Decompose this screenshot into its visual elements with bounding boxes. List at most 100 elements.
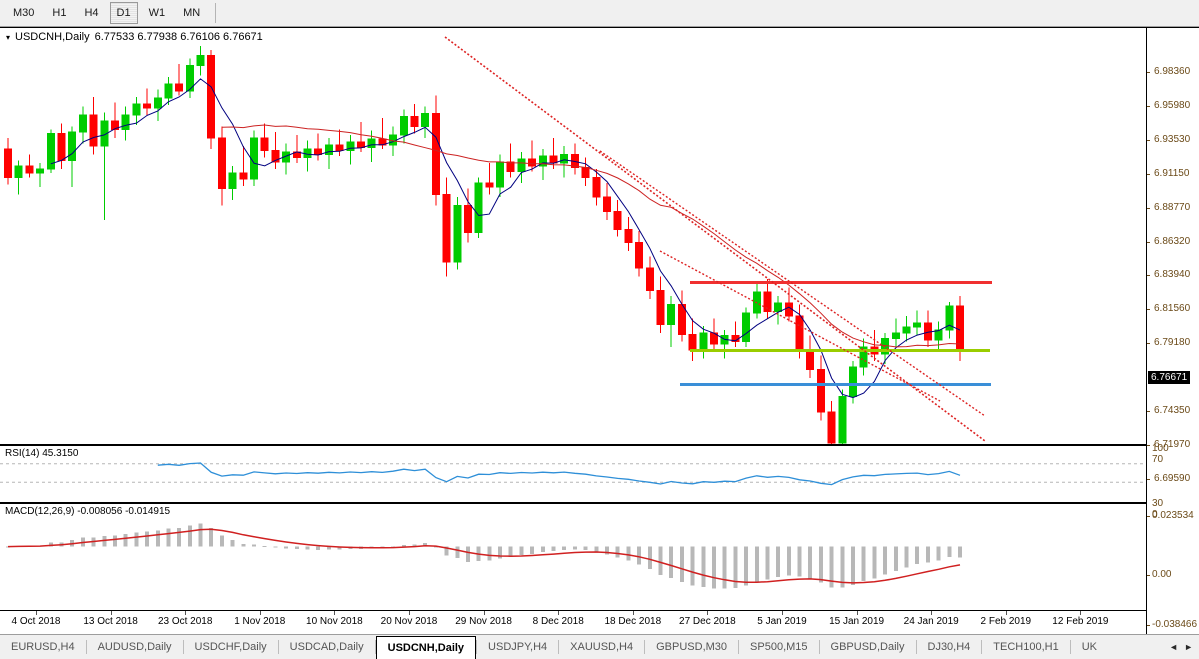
price-plot: [0, 28, 1146, 444]
symbol-tab-dj30-h4[interactable]: DJ30,H4: [927, 641, 971, 653]
time-axis-label: 8 Dec 2018: [532, 616, 584, 627]
price-panel[interactable]: ▾ USDCNH,Daily 6.77533 6.77938 6.76106 6…: [0, 28, 1146, 445]
macd-axis-tick: [1147, 625, 1150, 626]
toolbar-divider: [215, 3, 217, 23]
time-axis-tick: [558, 611, 560, 615]
current-price-tag: 6.76671: [1148, 371, 1191, 385]
tab-divider: [558, 640, 560, 654]
rsi-axis-label: 70: [1152, 454, 1164, 465]
price-axis-tick: [1147, 411, 1150, 412]
symbol-tab-usdjpy-h4[interactable]: USDJPY,H4: [488, 641, 548, 653]
price-axis-tick: [1147, 139, 1150, 141]
price-axis-label: 6.71970: [1154, 438, 1191, 450]
candlestick-svg: [4, 36, 992, 444]
time-axis-tick: [931, 611, 933, 615]
timeframe-button-h4[interactable]: H4: [84, 7, 99, 19]
symbol-tab-bar: EURUSD,H4 AUDUSD,Daily USDCHF,Daily USDCAD,…: [0, 634, 1199, 659]
symbol-tab-usdcnh-daily[interactable]: USDCNH,Daily: [375, 636, 477, 659]
macd-panel[interactable]: MACD(12,26,9) -0.008056 -0.014915: [0, 503, 1146, 611]
symbol-tab-usdcad-daily[interactable]: USDCAD,Daily: [289, 641, 364, 653]
time-axis-label: 10 Nov 2018: [306, 616, 363, 627]
time-axis-label: 15 Jan 2019: [829, 616, 885, 627]
price-axis-tick: [1147, 105, 1150, 107]
macd-axis-tick: [1147, 516, 1150, 517]
price-axis-label: 6.93530: [1154, 133, 1191, 145]
price-axis-tick: [1147, 241, 1150, 243]
tab-divider: [644, 640, 646, 654]
time-axis-tick: [632, 611, 634, 615]
time-scale[interactable]: 4 Oct 2018 13 Oct 2018 23 Oct 2018 1 Nov 20…: [0, 611, 1146, 635]
time-axis-tick: [409, 611, 410, 615]
chart-area: ▾ USDCNH,Daily 6.77533 6.77938 6.76106 6…: [0, 27, 1199, 635]
price-axis-label: 6.86320: [1154, 235, 1191, 247]
timeframe-button-mn[interactable]: MN: [183, 7, 201, 19]
symbol-tab-tech100-h1[interactable]: TECH100,H1: [993, 641, 1059, 653]
time-axis-label: 12 Feb 2019: [1052, 616, 1109, 627]
rsi-legend: RSI(14) 45.3150: [5, 448, 79, 459]
rsi-axis-label: 0: [1152, 509, 1158, 520]
time-axis-tick: [185, 611, 187, 615]
timeframe-toolbar: M30 H1 H4 D1 W1 MN: [0, 0, 1199, 27]
symbol-tab-eurusd-h4[interactable]: EURUSD,H4: [11, 641, 75, 653]
tab-divider: [1069, 640, 1071, 654]
price-axis-tick: [1147, 207, 1150, 209]
symbol-tab-audusd-daily[interactable]: AUDUSD,Daily: [97, 641, 172, 653]
time-axis-tick: [782, 611, 783, 615]
macd-axis-tick: [1147, 575, 1150, 576]
time-axis-tick: [856, 611, 858, 615]
price-axis-label: 6.81560: [1154, 303, 1191, 315]
price-axis-label: 6.69590: [1154, 472, 1191, 484]
time-axis-tick: [1080, 611, 1082, 615]
macd-svg: [6, 523, 962, 589]
symbol-header: ▾ USDCNH,Daily 6.77533 6.77938 6.76106 6…: [6, 31, 263, 43]
price-axis-label: 6.95980: [1154, 99, 1191, 111]
symbol-tab-sp500-m15[interactable]: SP500,M15: [750, 641, 808, 653]
rsi-svg: [0, 462, 1146, 486]
symbol-tab-gbpusd-daily[interactable]: GBPUSD,Daily: [830, 641, 905, 653]
time-axis-tick: [1005, 611, 1007, 615]
timeframe-button-d1[interactable]: D1: [109, 2, 138, 24]
tab-scroll-controls: ◄ ►: [1163, 635, 1199, 659]
tab-divider: [738, 640, 740, 654]
rsi-plot: [0, 446, 1146, 502]
price-axis-tick: [1147, 173, 1150, 175]
price-axis-label: 6.83940: [1154, 269, 1191, 281]
scroll-left-icon[interactable]: ◄: [1169, 642, 1179, 652]
time-axis-tick: [483, 611, 485, 615]
price-axis-label: 6.98360: [1154, 66, 1191, 77]
tab-divider: [476, 640, 478, 654]
chevron-down-icon[interactable]: ▾: [6, 32, 11, 42]
scroll-right-icon[interactable]: ►: [1184, 642, 1193, 652]
time-axis-label: 23 Oct 2018: [157, 616, 213, 627]
symbol-tab-xauusd-h4[interactable]: XAUUSD,H4: [570, 641, 634, 653]
price-axis-tick: [1147, 275, 1150, 277]
symbol-title: USDCNH,Daily: [15, 31, 90, 43]
symbol-tab-uk[interactable]: UK: [1081, 641, 1097, 653]
macd-axis-label: -0.038466: [1152, 619, 1198, 630]
macd-plot: [0, 504, 1146, 610]
price-scale[interactable]: 6.98360 6.95980 6.93530 6.91150 6.88770 6.863…: [1146, 28, 1199, 635]
timeframe-button-group: M30 H1 H4 D1 W1 MN: [0, 2, 209, 24]
price-axis-tick: [1147, 444, 1150, 446]
price-axis-tick: [1147, 343, 1150, 345]
time-axis-tick: [334, 611, 336, 615]
timeframe-button-h1[interactable]: H1: [52, 7, 67, 19]
time-axis-tick: [707, 611, 709, 615]
macd-axis-label: 0.00: [1152, 569, 1172, 580]
time-axis-label: 5 Jan 2019: [757, 616, 807, 627]
macd-axis-label: 0.023534: [1152, 510, 1194, 521]
price-axis-tick: [1147, 478, 1150, 480]
time-axis-label: 27 Dec 2018: [679, 616, 736, 627]
timeframe-button-w1[interactable]: W1: [148, 7, 166, 19]
symbol-tab-usdchf-daily[interactable]: USDCHF,Daily: [194, 641, 267, 653]
timeframe-button-m30[interactable]: M30: [13, 7, 35, 19]
symbol-tab-gbpusd-m30[interactable]: GBPUSD,M30: [656, 641, 728, 653]
ohlc-values: 6.77533 6.77938 6.76106 6.76671: [94, 31, 263, 43]
tab-divider: [915, 640, 917, 654]
time-axis-label: 13 Oct 2018: [83, 616, 138, 627]
rsi-panel[interactable]: RSI(14) 45.3150: [0, 445, 1146, 503]
price-axis-label: 6.79180: [1154, 337, 1191, 349]
time-axis-label: 20 Nov 2018: [380, 616, 438, 627]
price-axis-label: 6.74350: [1154, 405, 1191, 416]
